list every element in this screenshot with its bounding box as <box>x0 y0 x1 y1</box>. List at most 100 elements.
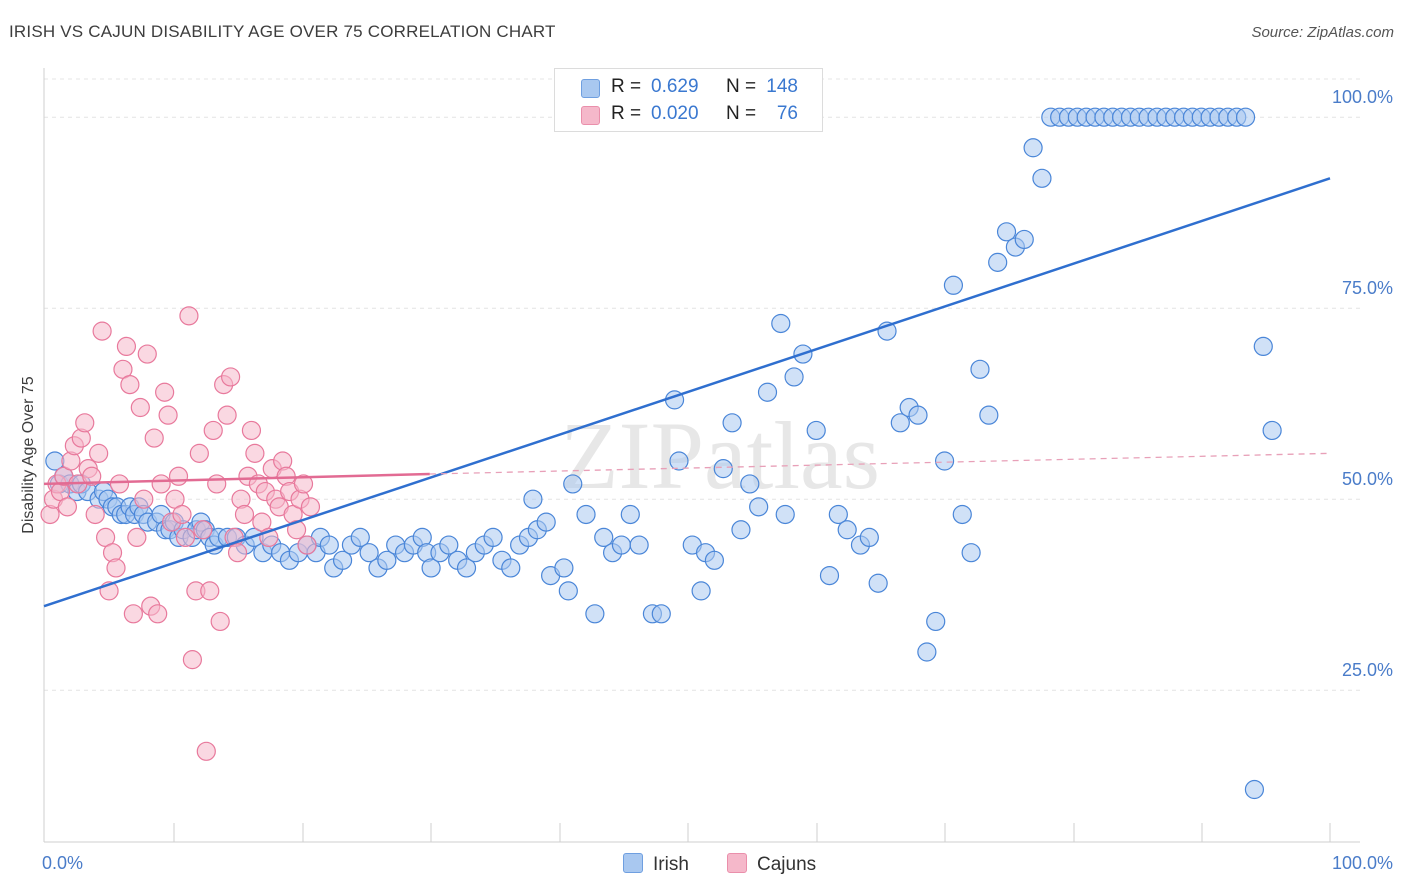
n-label: N = <box>726 76 757 97</box>
irish-point <box>859 527 879 548</box>
irish-point <box>1023 138 1043 158</box>
cajuns-point <box>300 497 321 517</box>
cajuns-point <box>172 504 192 525</box>
irish-point <box>563 474 583 494</box>
cajuns-point <box>234 504 255 525</box>
irish-swatch <box>623 853 643 873</box>
legend-row-cajuns: R = 0.020 N = 76 <box>555 100 822 128</box>
cajuns-point <box>168 466 189 486</box>
cajuns-point <box>189 443 209 463</box>
irish-point <box>523 489 543 509</box>
cajuns-point <box>220 367 241 387</box>
irish-point <box>890 413 910 433</box>
y-tick-50: 50.0% <box>1341 469 1393 489</box>
r-label: R = <box>611 103 642 124</box>
y-tick-25: 25.0% <box>1341 660 1393 680</box>
irish-point <box>837 520 857 540</box>
cajuns-swatch <box>727 853 747 873</box>
cajuns-point <box>130 397 150 418</box>
irish-swatch <box>581 79 600 98</box>
irish-point <box>988 252 1008 272</box>
irish-point <box>1014 229 1034 250</box>
legend-label-irish: Irish <box>653 854 689 875</box>
cajuns-point <box>210 611 230 632</box>
n-value: 76 <box>776 103 798 124</box>
cajuns-point <box>193 520 213 540</box>
irish-trend-line <box>43 177 1331 608</box>
y-tick-75: 75.0% <box>1341 278 1393 298</box>
irish-point <box>970 359 990 379</box>
cajuns-point <box>89 443 109 463</box>
cajuns-point <box>75 413 95 433</box>
irish-point <box>979 405 999 425</box>
cajuns-point <box>57 497 78 517</box>
irish-point <box>868 573 888 593</box>
cajuns-point <box>217 405 237 425</box>
cajuns-trend-extension <box>429 452 1331 475</box>
irish-point <box>996 222 1017 242</box>
legend-item-cajuns[interactable]: Cajuns <box>727 853 816 876</box>
irish-point <box>554 558 574 578</box>
irish-point <box>749 497 769 517</box>
irish-point <box>740 474 760 494</box>
irish-point <box>576 504 596 525</box>
irish-point <box>611 535 632 555</box>
irish-point <box>952 504 972 525</box>
irish-point <box>501 558 521 578</box>
legend-row-irish: R = 0.629 N = 148 <box>555 73 822 101</box>
irish-point <box>483 527 503 548</box>
irish-point <box>731 520 751 540</box>
n-label: N = <box>726 103 757 124</box>
x-tick-100: 100.0% <box>1331 853 1393 873</box>
legend-item-irish[interactable]: Irish <box>623 853 689 876</box>
irish-point <box>771 313 791 334</box>
irish-point <box>585 604 605 624</box>
irish-point <box>620 504 640 525</box>
cajuns-point <box>127 527 147 548</box>
irish-point <box>536 512 556 532</box>
chart-title: IRISH VS CAJUN DISABILITY AGE OVER 75 CO… <box>9 22 556 41</box>
irish-point <box>917 642 937 662</box>
irish-point <box>319 535 339 555</box>
cajuns-point <box>148 604 168 624</box>
x-tick-0: 0.0% <box>42 853 84 873</box>
irish-point <box>934 451 955 471</box>
irish-point <box>757 382 778 402</box>
irish-point <box>806 420 826 441</box>
irish-point <box>1262 420 1282 441</box>
irish-point <box>350 527 370 548</box>
irish-point <box>651 604 671 624</box>
cajuns-point <box>286 520 307 540</box>
cajuns-point <box>175 527 196 548</box>
irish-point <box>961 543 981 563</box>
irish-point <box>1244 779 1265 800</box>
r-value: 0.020 <box>651 103 699 124</box>
irish-point <box>908 405 928 425</box>
cajuns-swatch <box>581 106 600 125</box>
irish-point <box>359 543 379 563</box>
irish-point <box>784 367 804 387</box>
irish-point <box>722 413 742 433</box>
cajuns-point <box>82 466 102 486</box>
cajuns-point <box>207 474 227 494</box>
cajuns-trend-line <box>43 472 430 486</box>
cajuns-point <box>155 382 175 402</box>
cajuns-point <box>293 474 314 494</box>
cajuns-point <box>196 741 216 761</box>
irish-point <box>775 504 795 525</box>
irish-point <box>828 504 848 525</box>
data-points <box>40 107 1282 800</box>
cajuns-point <box>182 650 203 670</box>
cajuns-point <box>106 558 126 578</box>
legend-label-cajuns: Cajuns <box>757 854 817 875</box>
cajuns-point <box>85 504 105 525</box>
trend-lines <box>43 177 1331 608</box>
irish-point <box>669 451 689 471</box>
irish-point <box>456 558 477 578</box>
cajuns-point <box>203 420 223 441</box>
irish-point <box>943 275 964 295</box>
irish-point <box>819 565 840 586</box>
cajuns-point <box>151 474 171 494</box>
cajuns-point <box>120 375 140 395</box>
irish-point <box>713 459 733 479</box>
